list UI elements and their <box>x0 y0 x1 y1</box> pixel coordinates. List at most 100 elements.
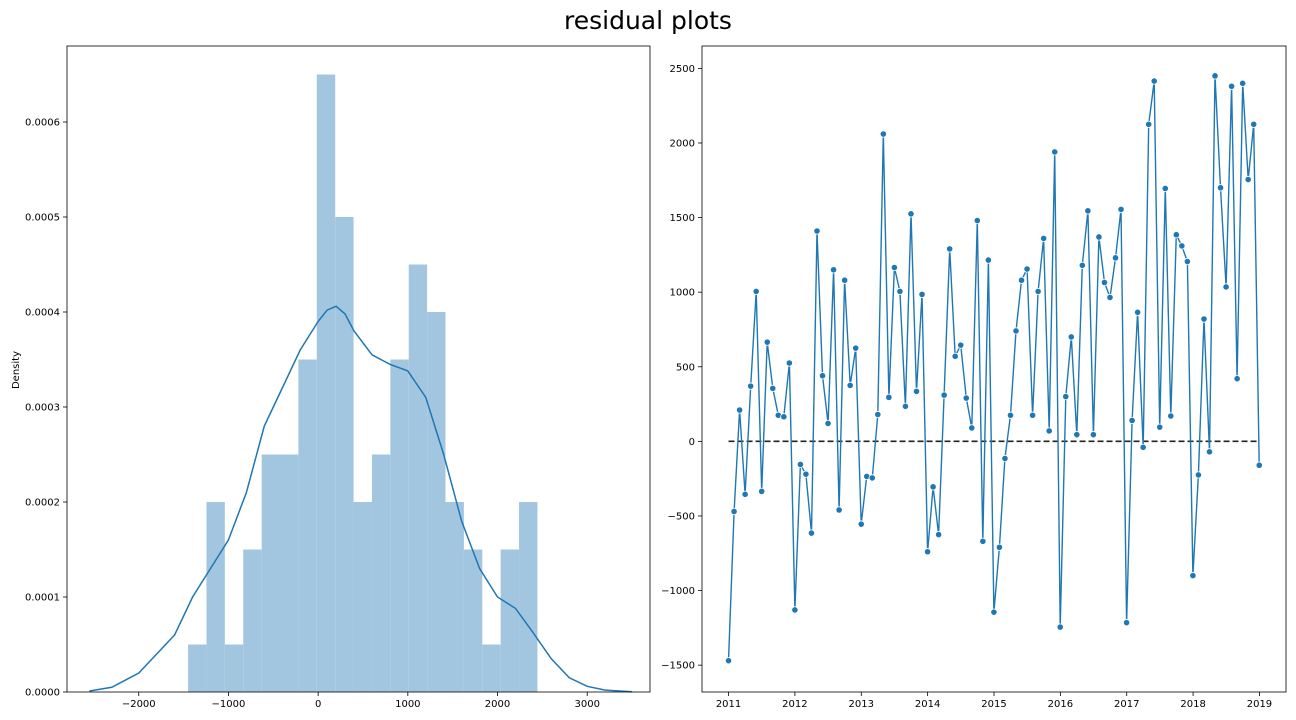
residual-point <box>752 287 760 296</box>
histogram-y-tick-label: 0.0005 <box>25 213 60 224</box>
line-chart-x-tick-label: 2015 <box>981 699 1006 710</box>
residual-point <box>885 393 893 401</box>
residual-point <box>1222 283 1230 291</box>
residual-point <box>957 341 965 349</box>
residual-point <box>807 529 816 537</box>
histogram-bar <box>316 74 336 692</box>
residual-point <box>1001 454 1009 463</box>
line-chart-frame <box>701 45 1287 693</box>
histogram-y-tick-label: 0.0002 <box>25 498 60 509</box>
residual-point <box>1250 120 1258 128</box>
residual-point <box>968 424 976 432</box>
residual-series-line <box>727 75 1260 661</box>
residual-point <box>1100 278 1109 287</box>
residual-point <box>769 384 777 392</box>
line-chart-x-tick-label: 2019 <box>1247 699 1272 710</box>
residual-point <box>973 216 981 225</box>
residual-point <box>896 287 904 296</box>
residual-point <box>1183 257 1191 266</box>
residual-point <box>1244 175 1252 184</box>
residual-point <box>1089 431 1097 439</box>
residual-point <box>1117 205 1125 213</box>
residual-point <box>835 506 843 514</box>
residual-point <box>1095 233 1103 241</box>
line-chart-x-tick-label: 2012 <box>782 699 807 710</box>
residual-point <box>940 391 948 399</box>
histogram-bar <box>298 359 317 692</box>
residual-point <box>1194 471 1203 479</box>
residual-point <box>852 344 860 352</box>
time-series-panel: 2011 2012 2013 2014 2015 2016 2017 2018 2019 −150… <box>661 45 1287 710</box>
residual-point <box>1233 375 1241 383</box>
histogram-bar <box>353 502 372 692</box>
histogram-bar <box>206 502 225 692</box>
histogram-bar <box>500 549 520 692</box>
histogram-bar <box>335 217 354 692</box>
histogram-y-tick-label: 0.0003 <box>25 403 60 414</box>
residual-point <box>879 130 887 138</box>
residual-point <box>785 359 793 367</box>
histogram-bar <box>243 549 262 692</box>
residual-point <box>995 543 1004 551</box>
line-chart-y-tick-label: 1500 <box>670 213 695 224</box>
residual-point <box>829 266 838 274</box>
histogram-panel: Density −2000 −1000 0 1000 2000 3000 0.0000 0.0… <box>11 45 651 710</box>
residual-point <box>1134 308 1142 316</box>
residual-point <box>1139 443 1147 451</box>
residual-point <box>763 338 771 346</box>
residual-point <box>1205 448 1214 456</box>
kde-curve <box>89 305 633 693</box>
residual-point <box>1122 619 1131 627</box>
residual-point <box>813 227 821 235</box>
histogram-x-tick-label: 1000 <box>395 699 420 710</box>
residual-point <box>1255 461 1263 469</box>
histogram-bar <box>261 454 281 692</box>
residual-point <box>1111 254 1120 262</box>
residual-point <box>1045 427 1053 435</box>
line-chart-y-tick-label: 1000 <box>670 288 695 299</box>
line-chart-y-tick-label: −1500 <box>661 661 695 672</box>
residual-point <box>1067 333 1075 341</box>
residual-point <box>724 657 733 665</box>
residual-point <box>1161 184 1169 193</box>
residual-point <box>1062 393 1070 401</box>
figure-title: residual plots <box>564 6 732 35</box>
residual-point <box>951 352 959 360</box>
line-chart-y-tick-label: 2000 <box>670 138 695 149</box>
residual-point <box>1178 242 1186 250</box>
residual-point <box>990 608 998 616</box>
residual-point <box>1172 231 1180 239</box>
residual-point <box>1106 293 1114 301</box>
residual-point <box>747 382 755 390</box>
residual-point <box>923 548 932 556</box>
residual-point <box>1023 265 1031 273</box>
residual-point <box>935 531 943 539</box>
histogram-y-tick-label: 0.0004 <box>25 308 60 319</box>
histogram-x-tick-label: 2000 <box>485 699 510 710</box>
residual-point <box>912 387 921 395</box>
histogram-x-tick-label: −1000 <box>212 699 246 710</box>
residual-point <box>984 256 992 264</box>
residual-point <box>901 402 910 410</box>
residual-point <box>1211 72 1219 80</box>
line-chart-x-tick-label: 2014 <box>915 699 940 710</box>
residual-point <box>841 276 849 284</box>
histogram-x-tick-label: 0 <box>315 699 321 710</box>
residual-point <box>1200 315 1208 323</box>
residual-point <box>1189 572 1197 580</box>
residual-point <box>1078 261 1086 269</box>
histogram-bar <box>280 454 299 692</box>
histogram-bar <box>188 644 207 692</box>
line-chart-x-tick-label: 2017 <box>1114 699 1139 710</box>
residual-point <box>874 410 882 419</box>
residual-point <box>857 520 865 528</box>
residual-point <box>1056 623 1064 631</box>
histogram-bar <box>445 502 464 692</box>
residual-point <box>791 606 799 614</box>
residual-point <box>929 483 937 491</box>
residual-point <box>1034 287 1042 296</box>
residual-point <box>1028 411 1037 419</box>
residual-point <box>1167 412 1175 420</box>
residual-point <box>1128 416 1136 425</box>
residual-point <box>946 245 954 253</box>
